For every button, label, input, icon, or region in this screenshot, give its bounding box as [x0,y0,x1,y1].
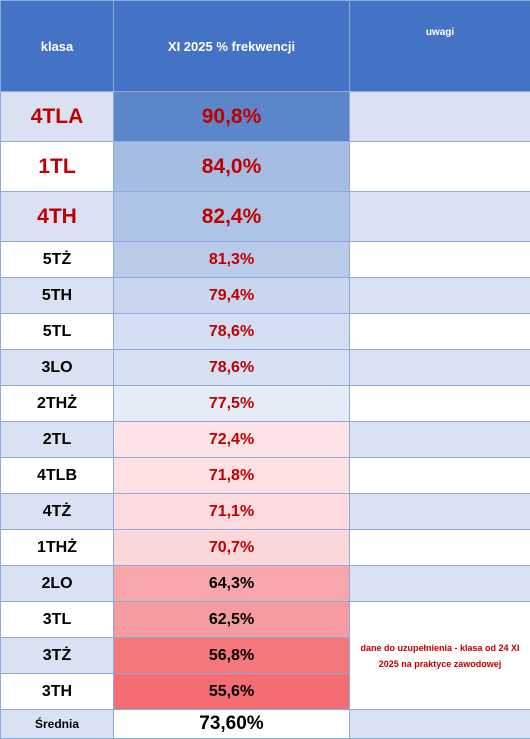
attendance-cell: 78,6% [114,350,350,386]
notes-cell [350,142,530,192]
notes-cell-note: dane do uzupełnienia - klasa od 24 XI 20… [350,602,530,710]
class-cell: 4TLA [1,92,114,142]
table-row: 4TH 82,4% [1,192,530,242]
class-cell: 5TH [1,278,114,314]
attendance-cell: 79,4% [114,278,350,314]
attendance-cell: 84,0% [114,142,350,192]
class-cell: 1TL [1,142,114,192]
notes-cell [350,710,530,739]
attendance-cell: 71,8% [114,458,350,494]
notes-cell [350,350,530,386]
notes-cell [350,422,530,458]
attendance-cell: 72,4% [114,422,350,458]
table-row: 3TL 62,5% dane do uzupełnienia - klasa o… [1,602,530,638]
header-attendance: XI 2025 % frekwencji [114,1,350,92]
table-row: 4TLA 90,8% [1,92,530,142]
attendance-cell: 82,4% [114,192,350,242]
average-value: 73,60% [114,710,350,739]
header-class: klasa [1,1,114,92]
header-notes: uwagi [350,1,530,92]
table-row: 2LO 64,3% [1,566,530,602]
table-row: 3LO 78,6% [1,350,530,386]
attendance-cell: 62,5% [114,602,350,638]
class-cell: 2TL [1,422,114,458]
attendance-cell: 90,8% [114,92,350,142]
notes-cell [350,566,530,602]
notes-cell [350,92,530,142]
class-cell: 5TL [1,314,114,350]
attendance-cell: 56,8% [114,638,350,674]
class-cell: 4TŻ [1,494,114,530]
class-cell: 4TH [1,192,114,242]
footer-row: Średnia 73,60% [1,710,530,739]
attendance-cell: 64,3% [114,566,350,602]
attendance-cell: 70,7% [114,530,350,566]
table-row: 2THŻ 77,5% [1,386,530,422]
class-cell: 3TL [1,602,114,638]
class-cell: 3LO [1,350,114,386]
table-row: 2TL 72,4% [1,422,530,458]
table-row: 4TLB 71,8% [1,458,530,494]
attendance-cell: 71,1% [114,494,350,530]
attendance-cell: 81,3% [114,242,350,278]
notes-cell [350,530,530,566]
attendance-cell: 77,5% [114,386,350,422]
average-label: Średnia [1,710,114,739]
table-row: 1THŻ 70,7% [1,530,530,566]
class-cell: 4TLB [1,458,114,494]
notes-cell [350,278,530,314]
class-cell: 2LO [1,566,114,602]
attendance-cell: 78,6% [114,314,350,350]
attendance-cell: 55,6% [114,674,350,710]
table-row: 4TŻ 71,1% [1,494,530,530]
notes-cell [350,386,530,422]
class-cell: 3TŻ [1,638,114,674]
class-cell: 1THŻ [1,530,114,566]
notes-cell [350,494,530,530]
notes-cell [350,458,530,494]
class-cell: 5TŻ [1,242,114,278]
notes-cell [350,314,530,350]
table-row: 5TL 78,6% [1,314,530,350]
class-cell: 2THŻ [1,386,114,422]
table-row: 5TH 79,4% [1,278,530,314]
notes-cell [350,192,530,242]
class-cell: 3TH [1,674,114,710]
notes-cell [350,242,530,278]
header-row: klasa XI 2025 % frekwencji uwagi [1,1,530,92]
table-row: 5TŻ 81,3% [1,242,530,278]
table-row: 1TL 84,0% [1,142,530,192]
